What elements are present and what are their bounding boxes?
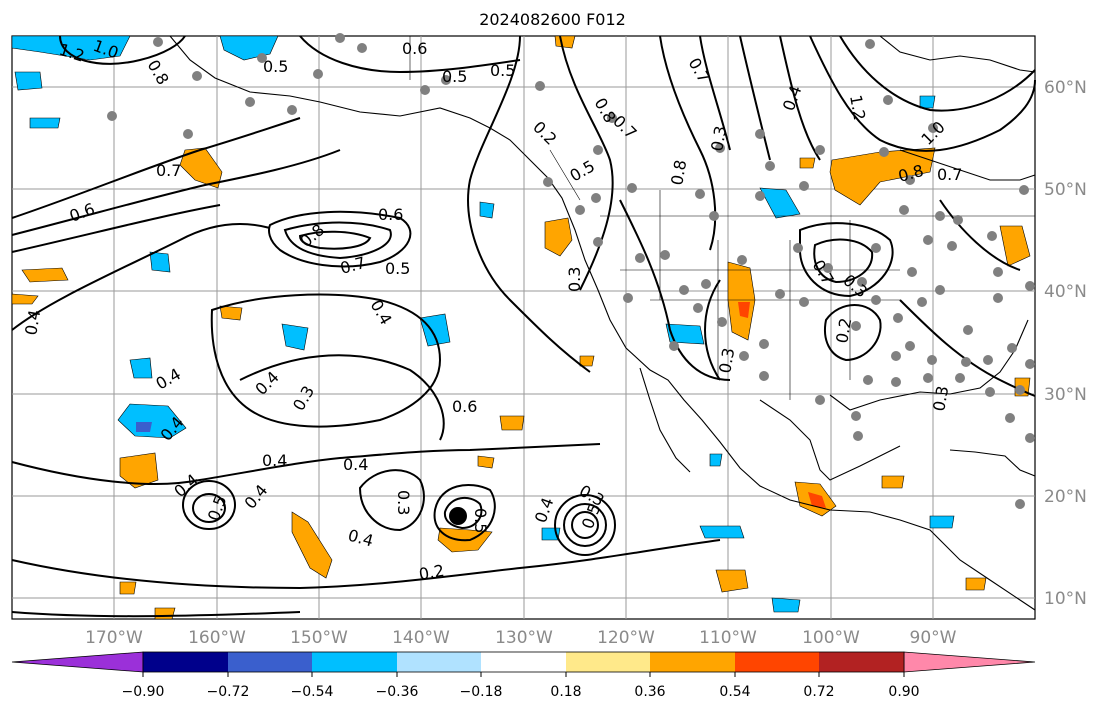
contour-label: 1.2 [846, 93, 869, 121]
colorbar-extend-max [903, 651, 1036, 673]
colorbar-tick-label: 0.36 [634, 684, 665, 700]
contour-label: 0.4 [343, 455, 368, 474]
positive-anomaly-areas [11, 35, 1031, 620]
contour-label: 0.5 [471, 508, 490, 533]
colorbar-tick-label: −0.18 [460, 684, 503, 700]
colorbar-tick-label: 0.90 [888, 684, 919, 700]
colorbar-segment [312, 652, 397, 672]
lat-label: 50°N [1044, 180, 1087, 200]
colorbar: −0.90 −0.72 −0.54 −0.36 −0.18 0.18 0.36 … [11, 651, 1036, 700]
lat-label: 60°N [1044, 78, 1087, 98]
contour-label: 0.6 [378, 205, 403, 224]
contour-label: 0.2 [832, 316, 855, 344]
colorbar-tick-label: −0.54 [291, 684, 334, 700]
contour-label: 0.6 [402, 39, 427, 58]
colorbar-segment [566, 652, 650, 672]
lon-label: 90°W [910, 628, 957, 648]
contour-label: 0.8 [667, 158, 690, 186]
lat-label: 20°N [1044, 487, 1087, 507]
coastlines [169, 35, 1036, 611]
colorbar-segment [228, 652, 312, 672]
contour-label: 0.3 [565, 267, 584, 292]
storm-center-marker [449, 507, 467, 525]
colorbar-tick-label: 0.54 [719, 684, 750, 700]
colorbar-tick-label: 0.18 [550, 684, 581, 700]
contour-label: 0.4 [21, 308, 44, 336]
contour-lines [11, 35, 1036, 618]
lon-label: 150°W [290, 628, 348, 648]
contour-label: 0.3 [394, 490, 413, 515]
strong-negative-areas [136, 422, 152, 432]
station-markers [107, 33, 1035, 509]
contour-label: 0.6 [452, 397, 477, 416]
lon-label: 120°W [597, 628, 655, 648]
contour-label: 0.4 [262, 451, 287, 470]
contour-label: 0.5 [385, 259, 410, 278]
contour-label: 0.7 [156, 161, 181, 180]
negative-anomaly-areas [11, 35, 955, 613]
contour-label: 0.3 [707, 124, 730, 152]
contour-label: 0.5 [263, 57, 288, 76]
contour-label: 0.5 [490, 61, 515, 80]
latitude-labels: 60°N 50°N 40°N 30°N 20°N 10°N [1044, 78, 1087, 609]
colorbar-segment [650, 652, 735, 672]
lon-label: 170°W [85, 628, 143, 648]
contour-label: 0.2 [417, 561, 445, 584]
colorbar-segment [397, 652, 481, 672]
colorbar-segment [481, 652, 566, 672]
colorbar-tick-label: −0.72 [207, 684, 250, 700]
lat-label: 10°N [1044, 589, 1087, 609]
contour-label: 0.3 [715, 346, 738, 374]
lat-label: 30°N [1044, 385, 1087, 405]
lon-label: 130°W [495, 628, 553, 648]
map-title: 2024082600 F012 [479, 10, 626, 29]
colorbar-tick-label: 0.72 [803, 684, 834, 700]
lat-label: 40°N [1044, 282, 1087, 302]
strong-positive-areas [738, 302, 826, 508]
longitude-labels: 170°W 160°W 150°W 140°W 130°W 120°W 110°… [85, 628, 957, 648]
lon-label: 110°W [699, 628, 757, 648]
colorbar-outline [142, 651, 905, 673]
colorbar-tick-label: −0.36 [376, 684, 419, 700]
contour-label: 0.5 [442, 67, 467, 86]
lon-label: 140°W [392, 628, 450, 648]
lon-label: 100°W [802, 628, 860, 648]
colorbar-ticks [142, 672, 905, 677]
lon-label: 160°W [188, 628, 246, 648]
colorbar-segment [735, 652, 819, 672]
colorbar-extend-min [11, 651, 144, 673]
colorbar-tick-label: −0.90 [122, 684, 165, 700]
contour-label: 0.7 [937, 165, 962, 184]
colorbar-segment [143, 652, 228, 672]
contour-label: 0.3 [929, 384, 952, 412]
graticule [12, 36, 1035, 619]
state-borders [409, 36, 1035, 400]
colorbar-segment [819, 652, 904, 672]
